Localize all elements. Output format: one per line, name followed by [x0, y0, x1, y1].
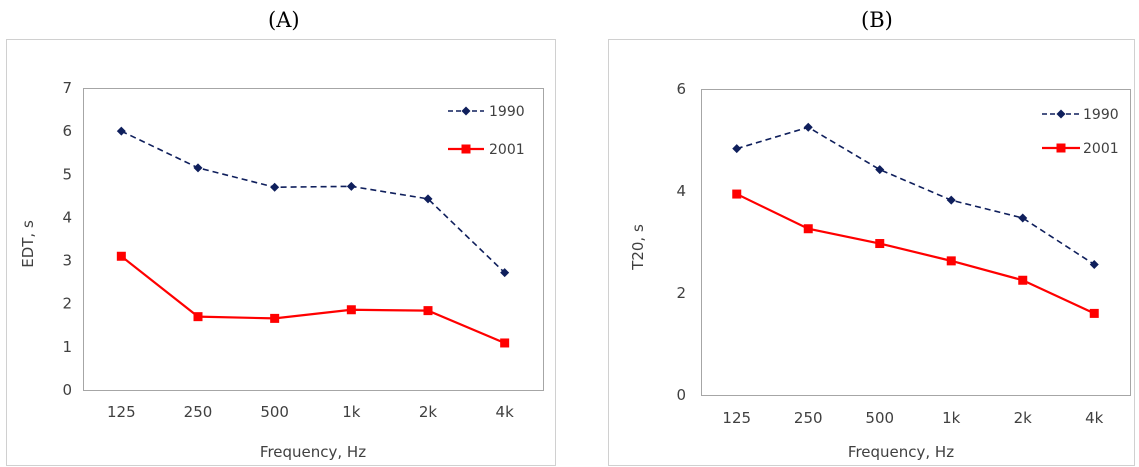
chart-a-point-2001	[193, 312, 203, 322]
chart-b-ytick-label: 0	[676, 386, 686, 404]
panel-label-a: (A)	[268, 8, 300, 32]
chart-a-point-2001	[116, 251, 126, 261]
chart-b-xtick-label: 4k	[1085, 409, 1104, 427]
chart-b-point-1990	[732, 144, 742, 154]
chart-a-point-2001	[270, 313, 280, 323]
chart-a-xlabel: Frequency, Hz	[260, 443, 366, 461]
chart-b-point-2001	[803, 224, 813, 234]
chart-b-series-line-1990	[736, 126, 1095, 266]
chart-b-point-2001	[946, 256, 956, 266]
chart-a-ylabel: EDT, s	[19, 220, 37, 268]
chart-a-point-2001	[346, 305, 356, 315]
chart-a-ytick-label: 3	[62, 252, 72, 270]
panel-label-b: (B)	[861, 8, 893, 32]
legend-marker-1990	[461, 106, 471, 116]
chart-a-point-1990	[193, 163, 203, 173]
chart-b-point-1990	[875, 165, 885, 175]
chart-a-point-1990	[423, 194, 433, 204]
chart-b-ytick-label: 6	[676, 80, 686, 98]
legend-label-1990: 1990	[489, 104, 525, 120]
chart-a-series-line-2001	[120, 255, 506, 344]
chart-a-xtick-label: 4k	[496, 403, 515, 421]
legend-marker-1990	[1056, 109, 1066, 119]
legend-label-2001: 2001	[1083, 141, 1119, 157]
chart-b-xtick-label: 1k	[942, 409, 961, 427]
chart-b-point-1990	[1089, 259, 1099, 269]
legend-marker-2001	[461, 144, 471, 154]
chart-b-point-1990	[1018, 213, 1028, 223]
chart-a-point-1990	[116, 126, 126, 136]
chart-b-xtick-label: 500	[865, 409, 894, 427]
legend-label-1990: 1990	[1083, 107, 1119, 123]
chart-a-xtick-label: 250	[184, 403, 213, 421]
chart-b-point-2001	[732, 189, 742, 199]
chart-a-point-1990	[346, 181, 356, 191]
chart-a-ytick-label: 1	[62, 338, 72, 356]
chart-b-plot-area	[701, 89, 1131, 396]
chart-a-ytick-label: 7	[62, 79, 72, 97]
chart-a-ytick-label: 6	[62, 122, 72, 140]
chart-b-point-1990	[803, 122, 813, 132]
chart-a-point-2001	[423, 306, 433, 316]
chart-b-point-2001	[1018, 275, 1028, 285]
chart-a-xtick-label: 125	[107, 403, 136, 421]
chart-a-point-1990	[270, 182, 280, 192]
chart-b-point-2001	[875, 239, 885, 249]
chart-a-point-2001	[500, 338, 510, 348]
chart-b-point-2001	[1089, 308, 1099, 318]
chart-a-xtick-label: 2k	[419, 403, 438, 421]
chart-b-series-line-2001	[736, 193, 1095, 315]
legend-marker-2001	[1056, 143, 1066, 153]
chart-b-ytick-label: 2	[676, 284, 686, 302]
chart-b-xtick-label: 2k	[1014, 409, 1033, 427]
chart-b-xlabel: Frequency, Hz	[848, 443, 954, 461]
chart-b-xtick-label: 250	[794, 409, 823, 427]
legend-label-2001: 2001	[489, 142, 525, 158]
chart-b-point-1990	[946, 195, 956, 205]
chart-a-plot-area	[83, 88, 544, 391]
chart-a-xtick-label: 1k	[342, 403, 361, 421]
chart-b-ylabel: T20, s	[629, 224, 647, 271]
chart-a-ytick-label: 2	[62, 295, 72, 313]
chart-b-xtick-label: 125	[722, 409, 751, 427]
chart-a-ytick-label: 0	[62, 381, 72, 399]
chart-a-ytick-label: 4	[62, 208, 72, 226]
chart-a-series-line-1990	[120, 130, 506, 274]
chart-b-ytick-label: 4	[676, 182, 686, 200]
chart-a-ytick-label: 5	[62, 165, 72, 183]
chart-a-xtick-label: 500	[260, 403, 289, 421]
chart-a-point-1990	[500, 268, 510, 278]
